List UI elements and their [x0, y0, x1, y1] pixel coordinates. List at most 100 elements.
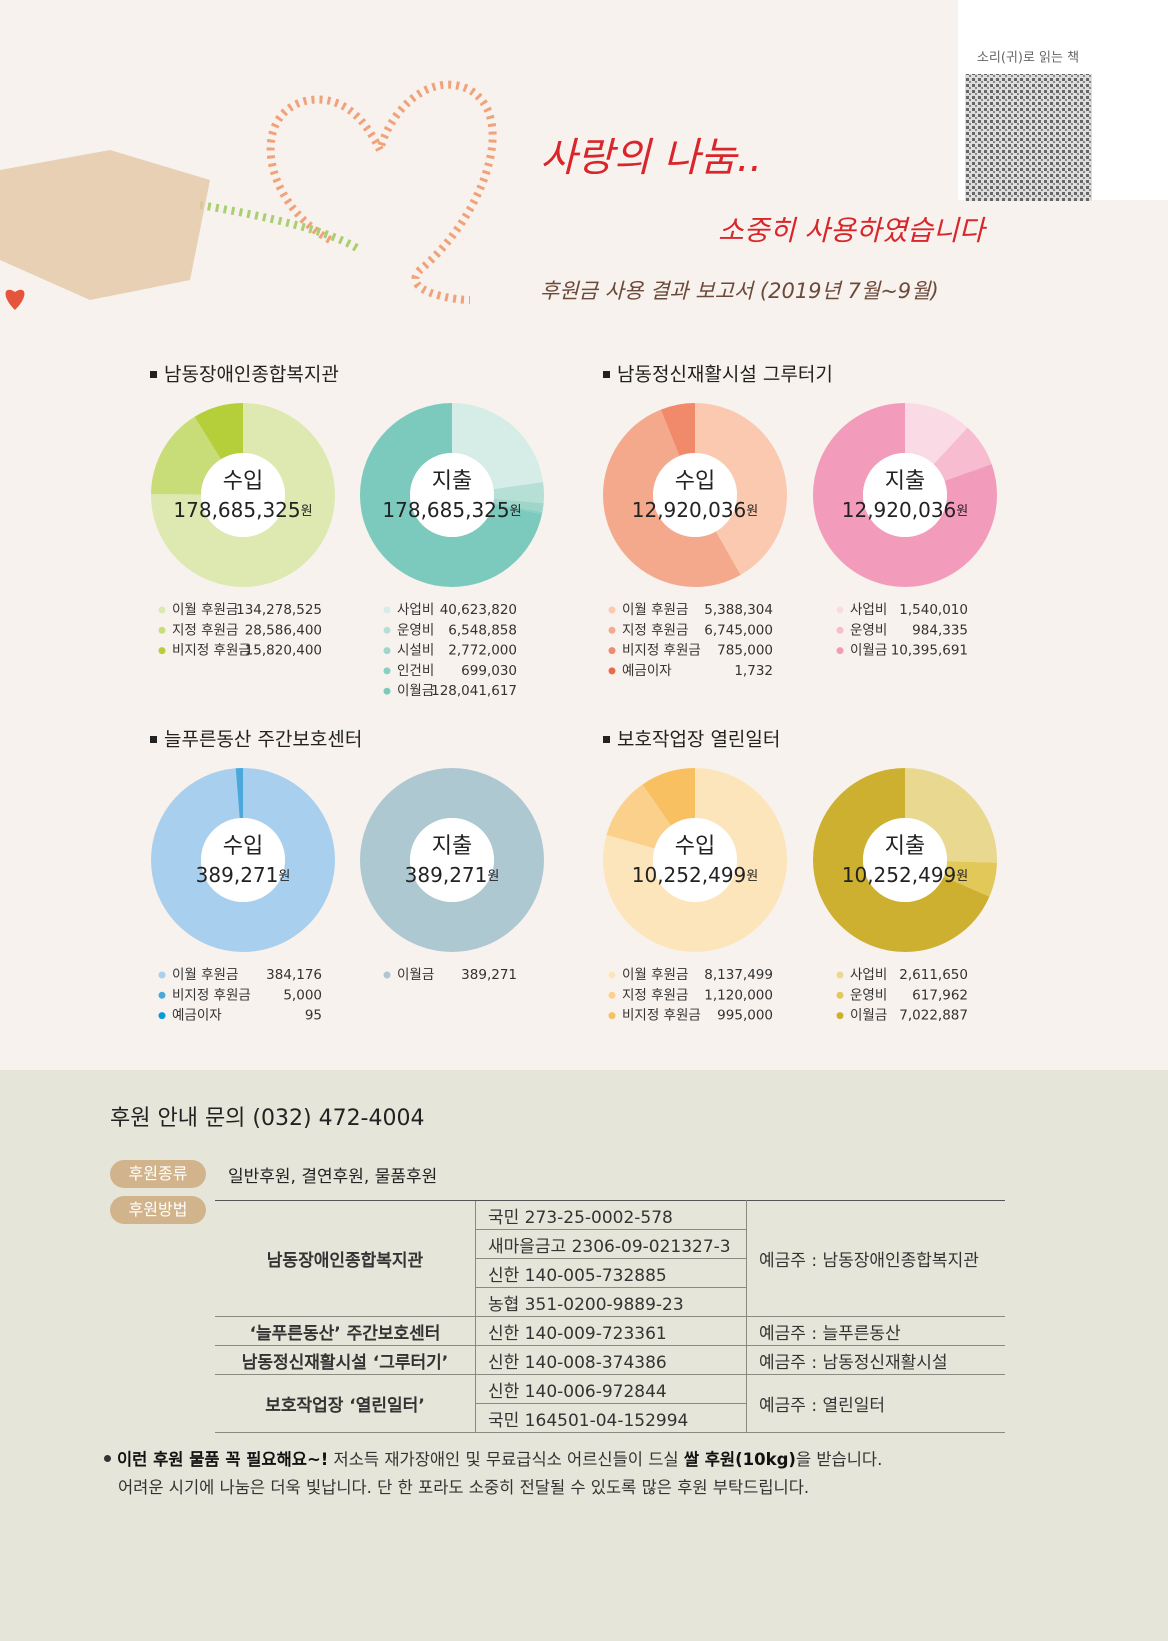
- legend-dot: [383, 687, 391, 695]
- badge: 후원종류: [110, 1160, 206, 1188]
- org-name: 남동정신재활시설 ‘그루터기’: [215, 1345, 476, 1375]
- section-marker: [150, 371, 157, 378]
- total-unit: 원: [278, 869, 290, 884]
- section-title: 남동장애인종합복지관: [164, 364, 339, 386]
- donut-total: 389,271원: [405, 863, 500, 887]
- holder: 예금주 : 늘푸른동산: [746, 1316, 1005, 1346]
- legend-value: 128,041,617: [431, 683, 517, 699]
- account-table: 남동장애인종합복지관 국민 273-25-0002-578 예금주 : 남동장애인종…: [215, 1200, 1005, 1433]
- legend-value: 6,745,000: [704, 622, 773, 638]
- header-subtitle: 소중히 사용하였습니다: [718, 214, 988, 247]
- legend-value: 2,611,650: [899, 967, 968, 983]
- legend-value: 617,962: [912, 987, 968, 1003]
- section-title: 남동정신재활시설 그루터기: [617, 364, 833, 386]
- legend-label: 이월금: [397, 967, 434, 983]
- total-unit: 원: [746, 504, 758, 519]
- total-unit: 원: [956, 869, 968, 884]
- legend-value: 95: [305, 1008, 322, 1024]
- legend-dot: [836, 606, 844, 614]
- total-unit: 원: [746, 869, 758, 884]
- legend-label: 운영비: [850, 622, 887, 638]
- donut-slice: [360, 403, 544, 587]
- note-text: 쌀 후원(10kg): [683, 1450, 796, 1469]
- legend-label: 이월금: [850, 1008, 887, 1024]
- table-row: 보호작업장 ‘열린일터’ 신한 140-006-972844 예금주 : 열린일터: [215, 1374, 1005, 1433]
- legend-dot: [608, 991, 616, 999]
- donut-slice: [813, 403, 997, 587]
- legend-value: 15,820,400: [245, 643, 322, 659]
- legend-label: 인건비: [397, 663, 434, 679]
- legend-label: 예금이자: [622, 663, 672, 679]
- legend-value: 8,137,499: [704, 967, 773, 983]
- heart-icon: [5, 289, 25, 310]
- legend-dot: [836, 647, 844, 655]
- legend-dot: [608, 647, 616, 655]
- donut-title: 수입: [223, 834, 263, 859]
- legend-value: 384,176: [266, 967, 322, 983]
- legend-dot: [836, 971, 844, 979]
- legend-label: 이월금: [397, 683, 434, 699]
- legend-label: 운영비: [397, 622, 434, 638]
- legend-dot: [836, 991, 844, 999]
- donut-total: 10,252,499원: [632, 863, 758, 887]
- legend-dot: [836, 626, 844, 634]
- donut-hole: [410, 818, 494, 902]
- donut-slice: [151, 768, 335, 952]
- contact: 후원 안내 문의 (032) 472-4004: [110, 1106, 425, 1131]
- section-title: 보호작업장 열린일터: [617, 729, 780, 751]
- legend-value: 2,772,000: [448, 643, 517, 659]
- donut-title: 수입: [675, 469, 715, 494]
- legend-dot: [383, 971, 391, 979]
- legend-label: 사업비: [850, 967, 887, 983]
- donut-hole: [863, 818, 947, 902]
- table-row: 농협 351-0200-9889-23: [215, 1287, 1005, 1317]
- donut-total: 389,271원: [196, 863, 291, 887]
- legend-label: 시설비: [397, 643, 434, 659]
- total-value: 178,685,325: [173, 498, 300, 522]
- account: 신한 140-009-723361: [475, 1316, 747, 1346]
- donut-slice: [603, 768, 787, 952]
- total-value: 12,920,036: [632, 498, 747, 522]
- legend-label: 지정 후원금: [172, 622, 238, 638]
- legend-value: 1,732: [734, 663, 773, 679]
- total-unit: 원: [487, 869, 499, 884]
- table-row: ‘늘푸른동산’ 주간보호센터 신한 140-009-723361 예금주 : 늘푸른…: [215, 1316, 1005, 1346]
- legend-label: 이월금: [850, 643, 887, 659]
- account: 신한 140-006-972844: [475, 1374, 747, 1404]
- legend-dot: [383, 647, 391, 655]
- legend-dot: [158, 991, 166, 999]
- org-name: ‘늘푸른동산’ 주간보호센터: [215, 1316, 476, 1346]
- legend-dot: [158, 606, 166, 614]
- donut-title: 수입: [223, 469, 263, 494]
- legend-value: 1,120,000: [704, 987, 773, 1003]
- donut-hole: [653, 818, 737, 902]
- account: 신한 140-005-732885: [475, 1258, 747, 1288]
- section-title: 늘푸른동산 주간보호센터: [164, 729, 362, 751]
- legend-label: 이월 후원금: [622, 602, 688, 618]
- donut-title: 수입: [675, 834, 715, 859]
- note-text: 을 받습니다.: [795, 1450, 883, 1469]
- total-value: 10,252,499: [632, 863, 747, 887]
- legend-dot: [383, 626, 391, 634]
- note: 이런 후원 물품 꼭 필요해요~! 저소득 재가장애인 및 무료급식소 어르신들…: [104, 1446, 883, 1470]
- donut-slice: [813, 768, 997, 952]
- table-row: 남동장애인종합복지관 국민 273-25-0002-578 예금주 : 남동장애인종…: [215, 1200, 1005, 1317]
- legend-dot: [383, 606, 391, 614]
- legend-value: 10,395,691: [891, 643, 968, 659]
- donut-title: 지출: [432, 469, 472, 494]
- legend-label: 운영비: [850, 987, 887, 1003]
- legend-label: 이월 후원금: [172, 967, 238, 983]
- donut-total: 178,685,325원: [382, 498, 521, 522]
- legend-value: 6,548,858: [448, 622, 517, 638]
- legend-dot: [836, 1012, 844, 1020]
- total-value: 389,271: [196, 863, 279, 887]
- total-unit: 원: [956, 504, 968, 519]
- donut-slice: [360, 403, 544, 587]
- legend-value: 7,022,887: [899, 1008, 968, 1024]
- org-name: 남동장애인종합복지관: [215, 1200, 476, 1317]
- donut-title: 지출: [885, 469, 925, 494]
- org-name: 보호작업장 ‘열린일터’: [215, 1374, 476, 1433]
- heart-decoration: [266, 80, 497, 304]
- donut-total: 12,920,036원: [842, 498, 968, 522]
